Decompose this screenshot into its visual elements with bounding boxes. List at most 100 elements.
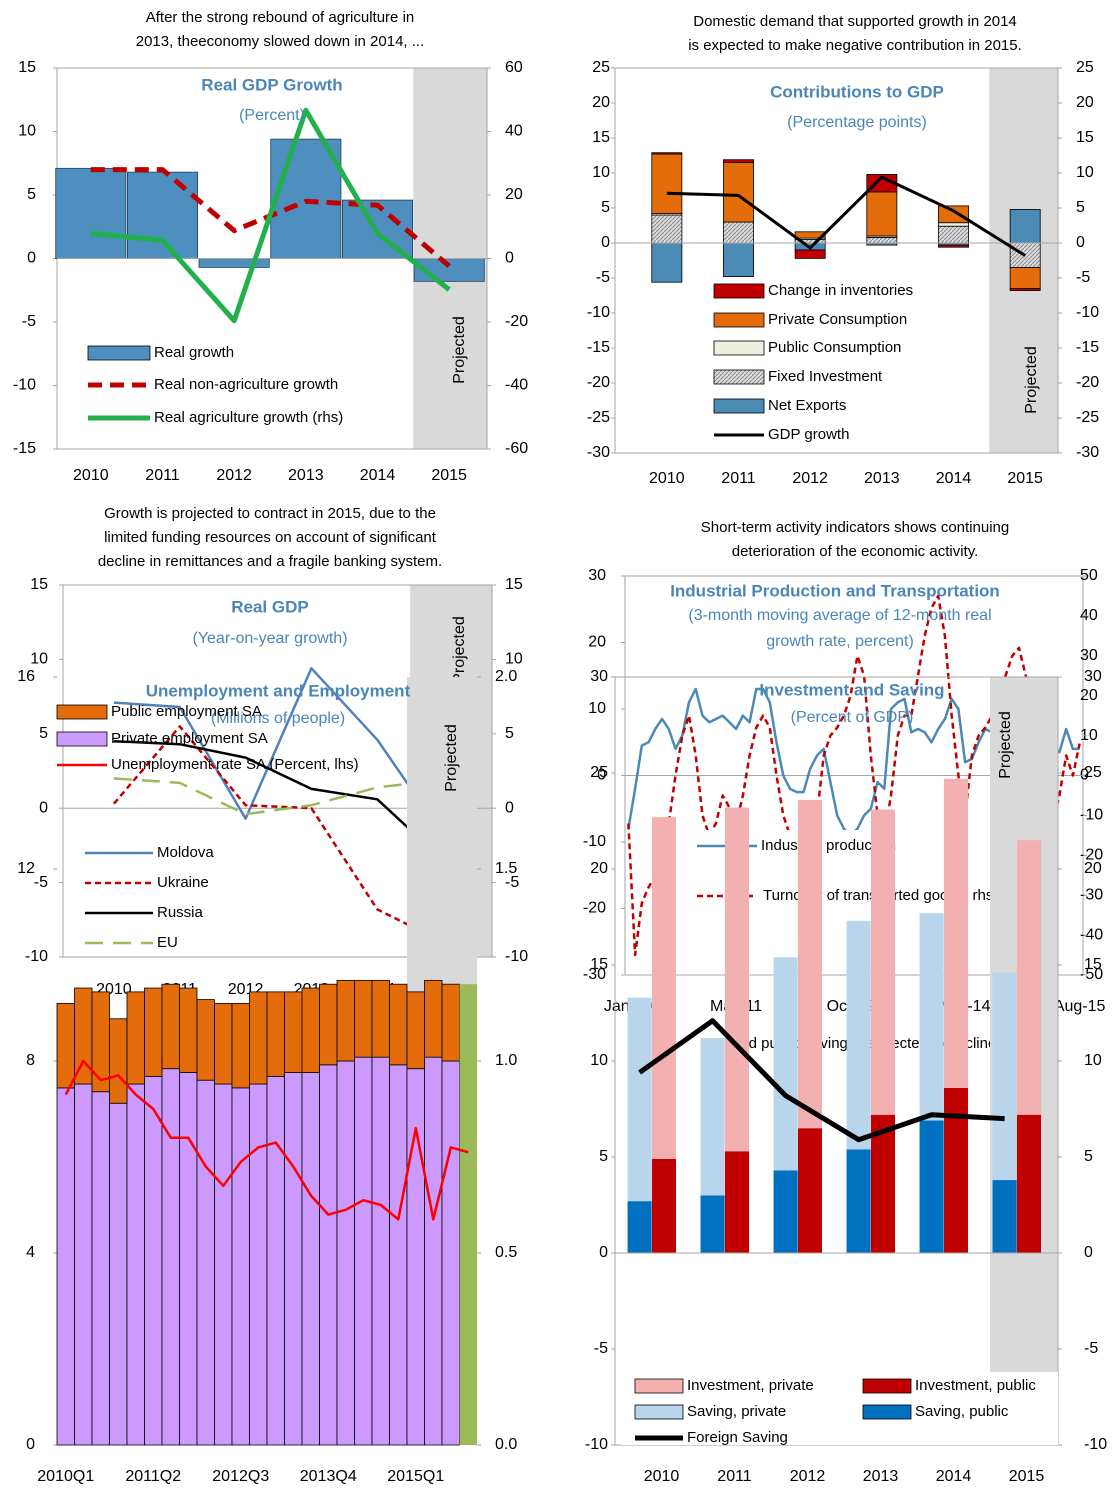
y2-tick-label: 30 xyxy=(1084,668,1102,685)
legend-label: Private Consumption xyxy=(768,311,907,328)
y2-tick-label: 1.0 xyxy=(495,1052,517,1069)
y-tick-label: -5 xyxy=(34,874,48,891)
bar xyxy=(74,1083,93,1446)
y-tick-label: -10 xyxy=(587,304,610,321)
bar xyxy=(846,1149,871,1253)
y2-tick-label: 10 xyxy=(1084,1052,1102,1069)
bar xyxy=(441,983,460,1062)
bar xyxy=(284,991,303,1073)
y-tick-label: -15 xyxy=(587,339,610,356)
caption: decline in remittances and a fragile ban… xyxy=(98,553,442,570)
y-tick-label: -20 xyxy=(587,374,610,391)
bar xyxy=(866,236,898,244)
y2-tick-label: -60 xyxy=(505,440,528,457)
bar xyxy=(441,1060,460,1446)
y2-tick-label: -40 xyxy=(1080,926,1103,943)
caption: After the strong rebound of agriculture … xyxy=(146,9,415,26)
chart-title: Contributions to GDP xyxy=(770,82,944,101)
plot-frame xyxy=(62,584,493,958)
bar xyxy=(371,1056,390,1446)
bar xyxy=(74,987,93,1085)
bar xyxy=(723,162,754,223)
bar xyxy=(126,991,145,1085)
x-tick-label: 2010 xyxy=(649,470,685,487)
y2-tick-label: 15 xyxy=(1076,129,1094,146)
chart-title: Real GDP xyxy=(231,597,308,616)
x-tick-label: 2013 xyxy=(864,470,900,487)
bar xyxy=(196,1079,215,1446)
bar xyxy=(627,997,652,1202)
bar xyxy=(651,153,683,215)
y-tick-label: 5 xyxy=(27,186,36,203)
bar xyxy=(723,242,754,277)
bar xyxy=(992,1180,1017,1253)
y2-tick-label: 25 xyxy=(1076,59,1094,76)
bar xyxy=(723,221,754,244)
bar xyxy=(126,1083,145,1446)
x-tick-label: 2015Q1 xyxy=(387,1468,444,1485)
bar xyxy=(161,983,180,1070)
legend-label: Industrial production xyxy=(761,837,896,854)
legend-swatch xyxy=(56,704,108,720)
y2-tick-label: -10 xyxy=(1084,1436,1107,1453)
y2-tick-label: 60 xyxy=(505,59,523,76)
legend-label: Moldova xyxy=(157,844,214,861)
x-tick-label: 2013 xyxy=(863,1468,899,1485)
legend-label: Change in inventories xyxy=(768,282,913,299)
legend-label: Public Consumption xyxy=(768,339,901,356)
chart-subtitle: (Percentage points) xyxy=(787,114,927,131)
bar xyxy=(938,205,969,224)
bar xyxy=(724,807,750,1152)
line xyxy=(113,777,444,816)
bar xyxy=(231,1087,250,1446)
bar xyxy=(627,1201,652,1253)
y-tick-label: -10 xyxy=(583,833,606,850)
y-tick-label: 20 xyxy=(588,634,606,651)
y2-tick-label: 15 xyxy=(1084,956,1102,973)
x-tick-label: 2015 xyxy=(1009,1468,1045,1485)
y2-tick-label: 20 xyxy=(505,186,523,203)
legend-swatch xyxy=(713,369,765,385)
y2-tick-label: 0 xyxy=(1084,1244,1093,1261)
y-tick-label: 0 xyxy=(39,799,48,816)
y-tick-label: 30 xyxy=(590,668,608,685)
y2-tick-label: 5 xyxy=(1084,1148,1093,1165)
y-tick-label: 15 xyxy=(592,129,610,146)
legend-box xyxy=(76,838,241,956)
projected-label: Projected xyxy=(451,316,468,384)
x-tick-label: 2013Q4 xyxy=(300,1468,357,1485)
y2-tick-label: -20 xyxy=(505,313,528,330)
bar xyxy=(459,984,477,1061)
x-tick-label: 2011 xyxy=(721,470,756,487)
y2-tick-label: -25 xyxy=(1076,409,1099,426)
y2-tick-label: -10 xyxy=(1076,304,1099,321)
legend-box xyxy=(622,1372,1058,1445)
bar xyxy=(651,214,683,244)
bar xyxy=(943,1087,969,1253)
projected-label: Projected xyxy=(443,724,460,792)
y2-tick-label: 0 xyxy=(505,799,514,816)
legend-label: Real agriculture growth (rhs) xyxy=(154,409,343,426)
bar xyxy=(651,242,683,283)
bar xyxy=(1009,288,1041,291)
legend-swatch xyxy=(713,398,765,414)
bar xyxy=(870,1114,896,1253)
legend-swatch xyxy=(634,1378,684,1394)
bar xyxy=(179,987,198,1073)
bar xyxy=(144,987,163,1077)
bar xyxy=(319,1064,338,1446)
y-tick-label: 20 xyxy=(590,860,608,877)
y2-tick-label: 2.0 xyxy=(495,668,517,685)
x-tick-label: 2010 xyxy=(644,1468,680,1485)
y-tick-label: 0 xyxy=(599,1244,608,1261)
chart-subtitle: (Year-on-year growth) xyxy=(192,630,347,647)
legend-swatch xyxy=(862,1378,912,1394)
bar xyxy=(126,171,199,259)
bar xyxy=(266,991,285,1077)
bar xyxy=(249,1083,268,1446)
x-tick-label: 2014 xyxy=(936,470,972,487)
legend-label: Russia xyxy=(157,904,204,921)
bar xyxy=(773,957,798,1171)
y2-tick-label: 10 xyxy=(1080,727,1098,744)
